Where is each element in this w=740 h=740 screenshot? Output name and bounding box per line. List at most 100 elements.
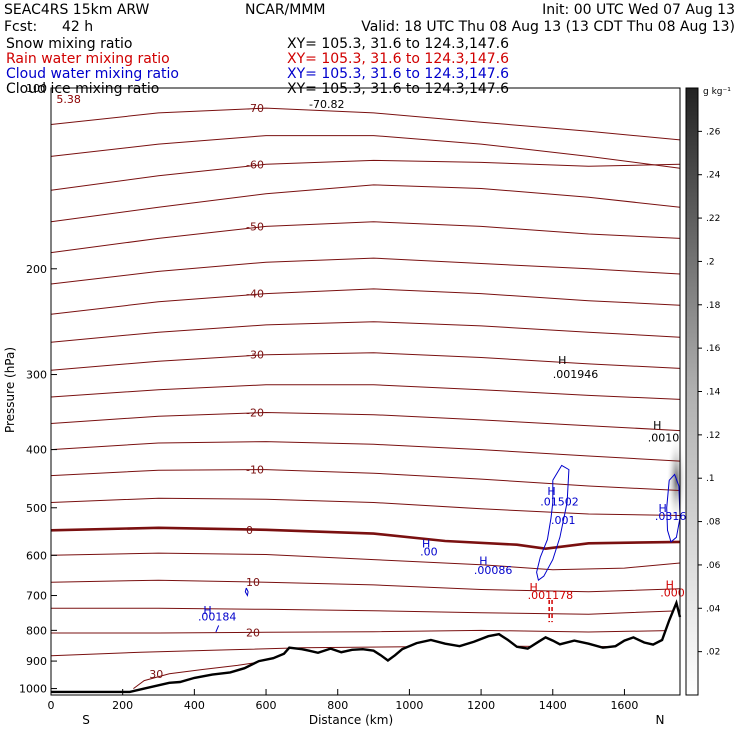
- isotherm-30: [133, 660, 267, 690]
- isotherm-label: 0: [246, 524, 253, 537]
- x-tick-label: 1600: [610, 699, 638, 712]
- isotherm--55: [50, 184, 681, 223]
- isotherm-15: [51, 607, 681, 615]
- extremum-label: H: [666, 579, 674, 592]
- model-title: SEAC4RS 15km ARW: [4, 2, 150, 18]
- y-tick-label: 100: [26, 82, 47, 95]
- extremum-label: H: [203, 604, 211, 617]
- terrain-fill: [51, 602, 680, 695]
- isotherm-label: 10: [246, 576, 260, 589]
- colorbar-tick-label: .2: [706, 257, 715, 267]
- extremum-label: .0316: [655, 510, 687, 523]
- colorbar: g kg⁻¹ .02 .04 .06 .08 .1 .12 .14 .16 .18 .2 .22 .2…: [685, 87, 731, 696]
- extremum-label: .001178: [528, 589, 574, 602]
- colorbar-tick-label: .22: [706, 214, 720, 224]
- isotherm--70: [50, 107, 681, 141]
- isotherm--45: [50, 257, 681, 285]
- isotherm-label: -60: [246, 158, 264, 171]
- extremum-label: .01502: [540, 496, 579, 509]
- extremum-label: H: [558, 354, 566, 367]
- field-name: Snow mixing ratio: [6, 36, 132, 52]
- isotherm-label: 30: [149, 668, 163, 681]
- isotherm--20: [50, 411, 681, 432]
- isotherm--5: [50, 497, 681, 516]
- isotherm-label: -40: [246, 288, 264, 301]
- cloud-water-contour: [666, 473, 681, 543]
- field-xy: XY= 105.3, 31.6 to 124.3,147.6: [287, 36, 509, 52]
- extremum-label: H: [529, 581, 537, 594]
- y-tick-label: 300: [26, 369, 47, 382]
- plot-area: -70 -60 -50 -40 -30 -20 -10 0 10 20 30 5.38 -70.82 H.…: [50, 93, 692, 695]
- colorbar-tick-label: .24: [706, 171, 721, 181]
- isotherm--60: [50, 159, 681, 191]
- x-tick-label: 400: [184, 699, 205, 712]
- cloud-water-contour: [215, 625, 220, 633]
- isotherm--25: [50, 384, 681, 400]
- x-tick-label: 1000: [395, 699, 423, 712]
- extremum-label: H: [658, 502, 666, 515]
- field-name: Cloud water mixing ratio: [6, 66, 179, 82]
- field-name: Rain water mixing ratio: [6, 51, 170, 67]
- colorbar-tick-label: .08: [706, 518, 721, 528]
- x-tick-label: 200: [112, 699, 133, 712]
- isotherm--10: [50, 469, 681, 491]
- isotherm-label: -20: [246, 407, 264, 420]
- isotherm-10: [50, 579, 681, 593]
- isotherm-label: -50: [246, 220, 264, 233]
- y-tick-label: 1000: [19, 683, 47, 696]
- colorbar-tick-label: .14: [706, 388, 721, 398]
- center-label: NCAR/MMM: [245, 2, 326, 18]
- colorbar-tick-label: .04: [706, 604, 721, 614]
- colorbar-tick-label: .02: [706, 648, 720, 658]
- y-tick-label: 700: [26, 590, 47, 603]
- y-tick-label: 800: [26, 624, 47, 637]
- cloud-water-contour: [244, 587, 249, 597]
- extremum-label: .00184: [198, 610, 237, 623]
- extremum-label: .0000: [660, 586, 692, 599]
- axes: 0 200 400 600 800 1000 1200 1400 160010020030040…: [19, 82, 681, 712]
- isotherm--65: [50, 135, 681, 169]
- left-end-label: S: [82, 713, 90, 727]
- extremum-label: H: [479, 555, 487, 568]
- init-label: Init: 00 UTC Wed 07 Aug 13: [542, 2, 735, 18]
- extremum-label: .001: [551, 514, 576, 527]
- colorbar-tick-label: .06: [706, 561, 721, 571]
- field-xy: XY= 105.3, 31.6 to 124.3,147.6: [287, 66, 509, 82]
- colorbar-unit: g kg⁻¹: [703, 87, 731, 97]
- extremum-label: .001946: [553, 368, 599, 381]
- extremum-label: .00086: [474, 564, 512, 577]
- isotherm--40: [50, 288, 681, 315]
- y-tick-label: 900: [26, 655, 47, 668]
- field-xy: XY= 105.3, 31.6 to 124.3,147.6: [287, 81, 509, 97]
- extremum-label: -70.82: [309, 98, 344, 111]
- field-xy: XY= 105.3, 31.6 to 124.3,147.6: [287, 51, 509, 67]
- extremum-label: .00: [420, 545, 438, 558]
- terrain-line: [51, 599, 682, 694]
- x-tick-label: 600: [256, 699, 277, 712]
- field-legend: Snow mixing ratio XY= 105.3, 31.6 to 124.…: [6, 36, 509, 97]
- cloud-water-contour: [536, 464, 570, 582]
- fcst-value: 42 h: [62, 19, 93, 35]
- y-axis-label: Pressure (hPa): [3, 347, 17, 433]
- extremum-label: .0010: [648, 432, 680, 445]
- fcst-label: Fcst:: [4, 19, 37, 35]
- isotherm-label: -30: [246, 349, 264, 362]
- plot-frame: [50, 87, 681, 696]
- isotherm-label: -10: [246, 464, 264, 477]
- valid-label: Valid: 18 UTC Thu 08 Aug 13 (13 CDT Thu …: [361, 19, 735, 35]
- colorbar-gradient: [685, 87, 699, 696]
- colorbar-tick-label: .18: [706, 301, 721, 311]
- colorbar-tick-label: .1: [706, 474, 715, 484]
- isotherm-20: [51, 629, 681, 634]
- colorbar-tick-label: .12: [706, 431, 720, 441]
- y-tick-label: 200: [26, 263, 47, 276]
- extremum-label: H: [653, 419, 661, 432]
- colorbar-tick-label: .16: [706, 344, 721, 354]
- isotherm--15: [50, 441, 681, 462]
- y-tick-label: 600: [26, 549, 47, 562]
- isotherm-5: [50, 552, 681, 571]
- x-axis-label: Distance (km): [309, 713, 393, 727]
- field-name: Cloud ice mixing ratio: [6, 81, 159, 97]
- colorbar-tick-label: .26: [706, 127, 721, 137]
